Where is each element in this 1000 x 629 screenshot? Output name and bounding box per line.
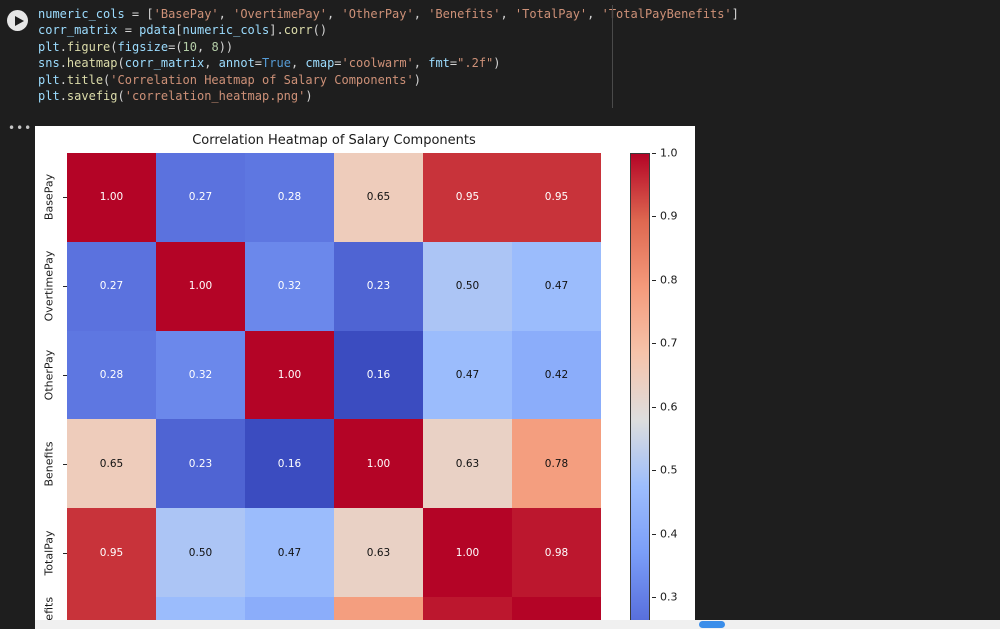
code-lines[interactable]: numeric_cols = ['BasePay', 'OvertimePay'… xyxy=(38,6,739,104)
heatmap-cell: 0.63 xyxy=(423,419,512,509)
heatmap-cell: 0.78 xyxy=(334,597,423,620)
heatmap-cell: 0.16 xyxy=(245,419,334,509)
heatmap-cell: 1.00 xyxy=(334,419,423,509)
heatmap-cell: 0.47 xyxy=(512,241,601,331)
y-axis-tick xyxy=(63,375,67,377)
colorbar-tick xyxy=(652,597,656,599)
heatmap-cell: 0.32 xyxy=(156,330,245,420)
heatmap-cell: 0.98 xyxy=(512,508,601,598)
code-line: plt.title('Correlation Heatmap of Salary… xyxy=(38,72,421,87)
heatmap-cell: 0.50 xyxy=(156,508,245,598)
y-axis-label: TotalPay xyxy=(42,530,56,576)
play-icon xyxy=(14,15,24,26)
run-cell-button[interactable] xyxy=(7,10,28,31)
colorbar-tick-label: 0.6 xyxy=(660,400,678,414)
heatmap-cell: 0.27 xyxy=(156,153,245,242)
heatmap-cell: 0.42 xyxy=(245,597,334,620)
colorbar-tick xyxy=(652,153,656,154)
scrollbar-thumb[interactable] xyxy=(699,621,725,628)
heatmap-cell: 0.28 xyxy=(67,330,156,420)
code-line: corr_matrix = pdata[numeric_cols].corr() xyxy=(38,23,328,38)
heatmap-cell: 0.23 xyxy=(334,241,423,331)
heatmap-cell: 0.16 xyxy=(334,330,423,420)
y-axis-label: BasePay xyxy=(42,174,56,221)
y-axis-tick xyxy=(63,552,67,554)
colorbar-tick-label: 0.7 xyxy=(660,336,678,350)
y-axis-label: TotalPayBenefits xyxy=(43,597,56,620)
colorbar-tick xyxy=(652,279,656,281)
heatmap-cell: 0.95 xyxy=(67,508,156,598)
heatmap-cell: 1.00 xyxy=(156,241,245,331)
heatmap-cell: 0.27 xyxy=(67,241,156,331)
colorbar-tick-label: 0.8 xyxy=(660,273,678,287)
heatmap-cell: 0.95 xyxy=(67,597,156,620)
heatmap-cell: 0.78 xyxy=(512,419,601,509)
heatmap-cell: 0.63 xyxy=(334,508,423,598)
heatmap-cell: 0.47 xyxy=(156,597,245,620)
heatmap-cell: 0.23 xyxy=(156,419,245,509)
y-axis-tick xyxy=(63,197,67,199)
heatmap-cell: 0.65 xyxy=(334,153,423,242)
y-axis-label: OvertimePay xyxy=(42,250,56,322)
horizontal-scrollbar[interactable] xyxy=(35,620,1000,629)
y-axis-label: Benefits xyxy=(42,441,56,487)
colorbar-tick-label: 0.4 xyxy=(660,527,678,541)
heatmap-cell: 0.42 xyxy=(512,330,601,420)
heatmap-cell: 0.50 xyxy=(423,241,512,331)
code-line: numeric_cols = ['BasePay', 'OvertimePay'… xyxy=(38,7,739,21)
heatmap-figure: Correlation Heatmap of Salary Components… xyxy=(35,126,695,620)
heatmap-cell: 1.00 xyxy=(67,153,156,242)
heatmap-cell: 1.00 xyxy=(245,330,334,420)
colorbar-tick-label: 0.9 xyxy=(660,209,678,223)
heatmap-cell: 0.47 xyxy=(423,330,512,420)
heatmap-cell: 1.00 xyxy=(423,508,512,598)
heatmap-cell: 0.95 xyxy=(512,153,601,242)
colorbar-tick-label: 1.0 xyxy=(660,146,678,160)
cell-output-menu[interactable]: ••• xyxy=(8,121,33,135)
heatmap-grid: 1.00 0.27 0.28 0.65 0.95 0.95 0.27 1.00 0.32 0.23… xyxy=(67,153,601,620)
heatmap-cell: 0.32 xyxy=(245,241,334,331)
colorbar-tick-label: 0.3 xyxy=(660,590,678,604)
heatmap-cell: 0.65 xyxy=(67,419,156,509)
colorbar-gradient xyxy=(630,153,650,620)
colorbar-tick xyxy=(652,406,656,408)
colorbar-tick-label: 0.5 xyxy=(660,463,678,477)
code-line: sns.heatmap(corr_matrix, annot=True, cma… xyxy=(38,56,501,71)
chart-title: Correlation Heatmap of Salary Components xyxy=(192,133,476,148)
y-axis-tick xyxy=(63,463,67,465)
colorbar-tick xyxy=(652,343,656,345)
y-axis-label: OtherPay xyxy=(42,349,56,401)
heatmap-cell: 1.00 xyxy=(512,597,601,620)
editor-divider xyxy=(612,5,613,108)
heatmap-cell: 0.95 xyxy=(423,153,512,242)
heatmap-cell: 0.28 xyxy=(245,153,334,242)
colorbar-tick xyxy=(652,470,656,472)
colorbar-tick xyxy=(652,533,656,535)
heatmap-cell: 0.47 xyxy=(245,508,334,598)
code-line: plt.savefig('correlation_heatmap.png') xyxy=(38,89,313,104)
y-axis-tick xyxy=(63,286,67,288)
colorbar-tick xyxy=(652,216,656,218)
heatmap-cell: 0.98 xyxy=(423,597,512,620)
code-line: plt.figure(figsize=(10, 8)) xyxy=(38,39,234,54)
